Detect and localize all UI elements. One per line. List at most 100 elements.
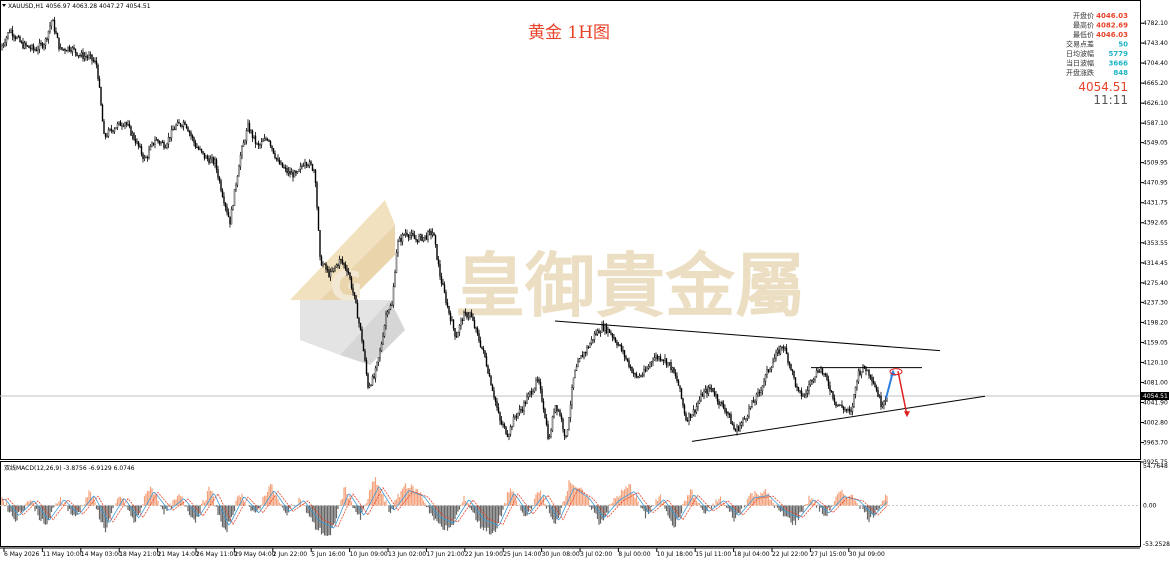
candle-body (278, 159, 281, 165)
candle-body (521, 409, 524, 412)
candle-body (587, 346, 590, 349)
candle-body (17, 36, 20, 38)
candle-body (548, 436, 551, 439)
candle-body (706, 388, 708, 394)
macd-indicator (0, 477, 1140, 537)
candle-body (482, 348, 485, 351)
candle-body (67, 46, 69, 52)
candle-body (875, 386, 878, 391)
forecast-up-arrow[interactable] (885, 371, 894, 399)
candle-body (775, 352, 777, 359)
candle-body (320, 256, 323, 266)
candle-body (260, 141, 263, 145)
candle-body (628, 360, 630, 368)
candle-body (208, 158, 210, 164)
candle-body (329, 271, 332, 277)
price-tick-label: 4275.40 (1143, 280, 1168, 287)
candle-body (151, 142, 153, 147)
info-value: 848 (1113, 69, 1128, 77)
candle-body (256, 143, 258, 145)
candle-body (154, 140, 156, 145)
candle-body (280, 162, 282, 165)
candle-body (700, 393, 702, 401)
candle-body (653, 357, 656, 361)
candle-body (388, 309, 390, 313)
candle-body (515, 416, 518, 418)
candle-body (644, 369, 647, 372)
candle-body (148, 149, 150, 158)
macd-tick-label: -53.2528 (1143, 541, 1170, 548)
candle-body (664, 358, 666, 361)
candle-body (745, 418, 747, 420)
forecast-down-arrow[interactable] (897, 371, 908, 416)
price-tick-label: 4431.75 (1143, 200, 1168, 207)
candle-body (704, 388, 707, 392)
annotations (554, 320, 986, 442)
candle-body (28, 45, 30, 49)
price-tick-label: 4159.05 (1143, 339, 1168, 346)
candle-body (832, 391, 834, 399)
candle-body (167, 136, 170, 145)
candle-body (595, 333, 597, 335)
candle-body (650, 361, 653, 364)
candle-body (778, 349, 780, 354)
symbol-menu-icon[interactable] (2, 4, 6, 7)
candle-body (157, 139, 159, 142)
candle-body (104, 133, 107, 137)
candle-body (823, 373, 825, 375)
candle-body (131, 133, 134, 136)
candle-body (137, 141, 140, 147)
candle-body (863, 365, 866, 369)
upper-trendline[interactable] (554, 320, 941, 352)
candle-body (283, 167, 285, 169)
candle-body (790, 363, 792, 371)
candle-body (82, 52, 84, 59)
candle-body (4, 42, 6, 45)
candle-body (604, 324, 606, 331)
candle-body (448, 306, 450, 314)
candle-body (506, 433, 509, 437)
lower-trendline[interactable] (691, 395, 986, 442)
candle-body (655, 355, 657, 358)
candle-body (814, 376, 816, 380)
candle-body (547, 424, 549, 439)
candle-body (281, 162, 284, 168)
candle-body (869, 375, 872, 378)
candle-body (496, 401, 498, 408)
candle-body (44, 38, 47, 46)
candle-body (53, 19, 56, 32)
candle-body (445, 292, 447, 304)
candle-body (313, 169, 315, 172)
candle-body (589, 343, 591, 348)
candle-body (385, 314, 387, 326)
candle-body (331, 270, 333, 273)
candle-body (605, 324, 608, 333)
candle-body (449, 312, 452, 322)
candle-body (766, 369, 768, 375)
candle-body (574, 370, 576, 379)
candle-body (274, 153, 276, 159)
candle-body (560, 415, 563, 420)
time-tick-label: 29 May 04:00 (234, 551, 275, 558)
candle-body (122, 125, 125, 127)
candle-body (374, 367, 377, 379)
candle-body (586, 346, 588, 353)
candle-body (754, 401, 756, 403)
candle-body (862, 365, 864, 373)
candle-body (352, 287, 354, 293)
candle-body (620, 344, 623, 351)
candle-body (701, 393, 704, 397)
candle-body (880, 395, 882, 407)
candle-body (568, 417, 570, 430)
candle-body (710, 387, 713, 390)
candle-body (298, 169, 300, 172)
candle-body (575, 366, 578, 371)
candle-body (848, 409, 851, 411)
candle-body (380, 343, 383, 352)
candle-body (467, 315, 470, 318)
candle-body (524, 402, 527, 404)
candle-body (539, 381, 542, 390)
candle-body (770, 366, 773, 370)
candle-body (79, 55, 81, 57)
